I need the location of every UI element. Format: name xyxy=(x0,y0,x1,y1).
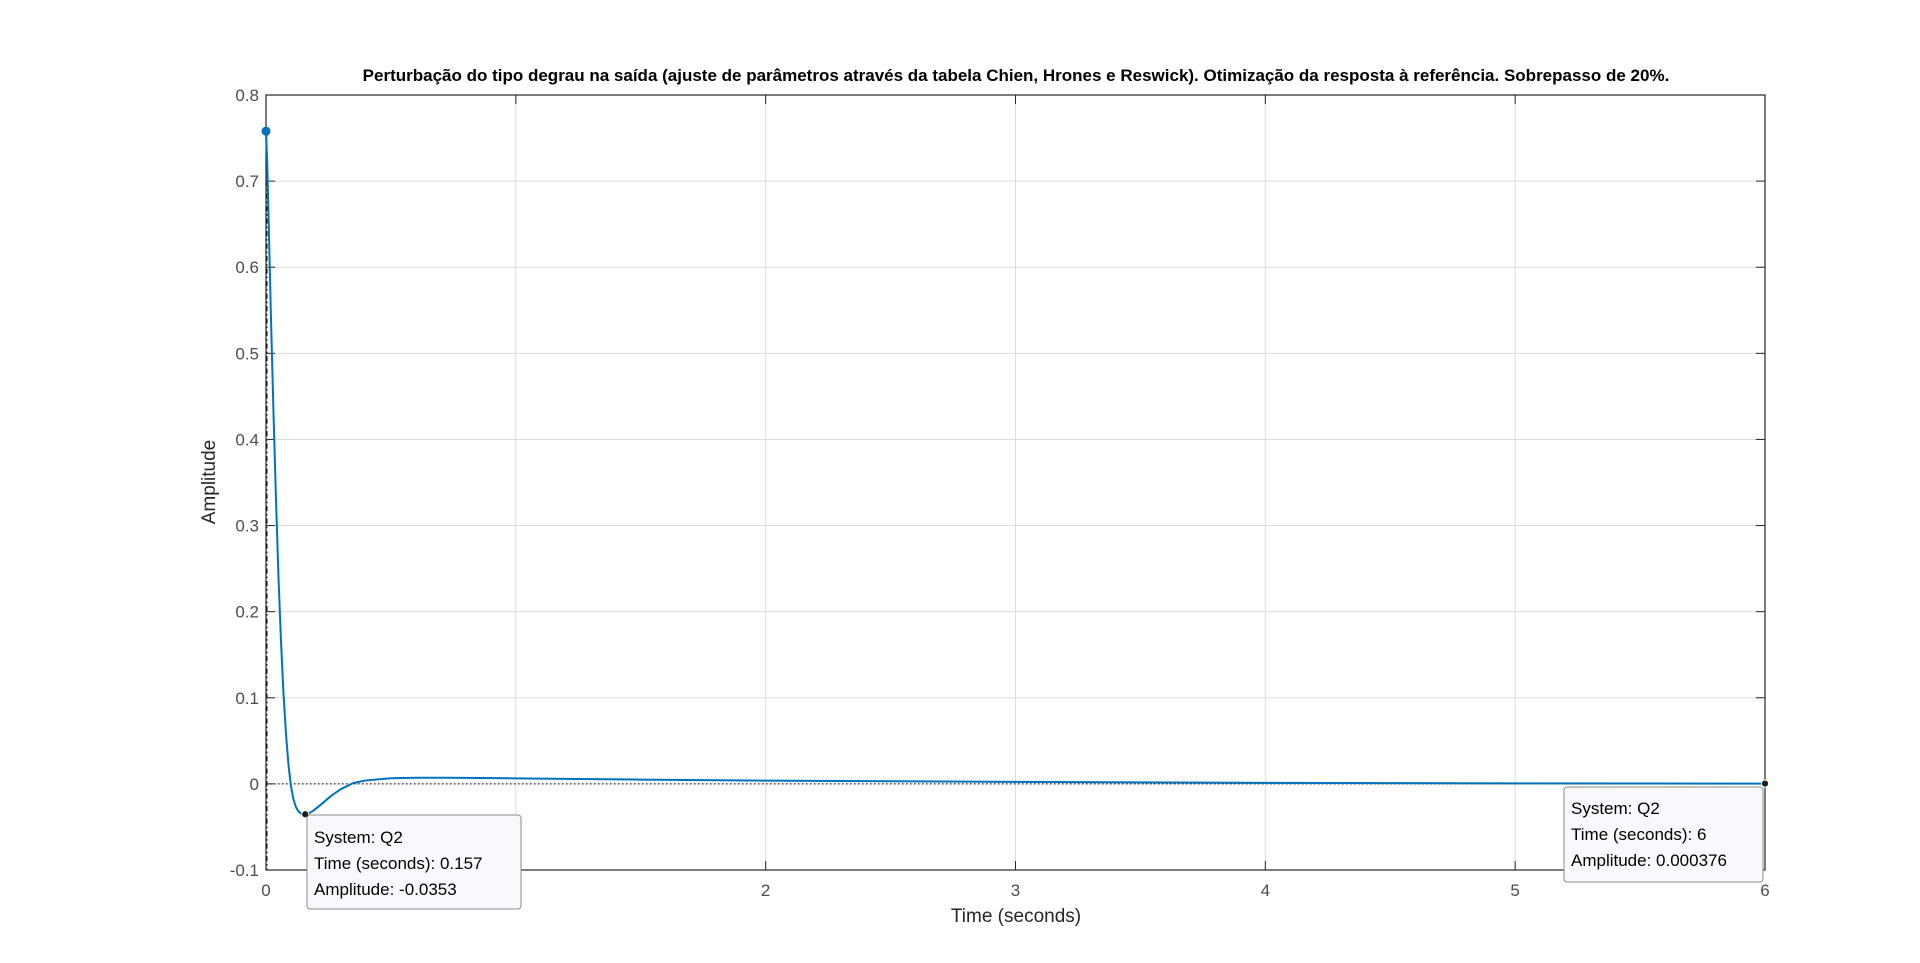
plot-area: 0 2 3 4 5 6-0.100.10.20.30.40.50.60.70.8 xyxy=(230,86,1770,900)
datatip-min[interactable]: System: Q2 Time (seconds): 0.157 Amplitu… xyxy=(306,814,522,910)
datatip-time: Time (seconds): 6 xyxy=(1571,825,1706,844)
marker-layer xyxy=(261,126,1769,819)
y-tick-label: -0.1 xyxy=(230,861,259,880)
y-axis-label: Amplitude xyxy=(199,440,220,525)
x-tick-label: 2 xyxy=(761,881,770,900)
datatip-system: System: Q2 xyxy=(1571,799,1660,818)
datatip-box xyxy=(1563,786,1764,883)
y-tick-label: 0.5 xyxy=(235,344,259,363)
datatip-marker[interactable] xyxy=(1761,779,1769,788)
datatip-final[interactable]: System: Q2 Time (seconds): 6 Amplitude: … xyxy=(1563,786,1764,883)
y-tick-label: 0.7 xyxy=(235,172,259,191)
axes-frame xyxy=(265,94,1766,871)
y-tick-label: 0.6 xyxy=(235,258,259,277)
datatip-system: System: Q2 xyxy=(314,828,403,847)
x-tick-label: 0 xyxy=(261,881,270,900)
datatip-amplitude: Amplitude: 0.000376 xyxy=(1571,851,1727,870)
y-tick-label: 0 xyxy=(250,775,259,794)
chart-title: Perturbação do tipo degrau na saída (aju… xyxy=(363,66,1670,85)
y-tick-label: 0.8 xyxy=(235,86,259,105)
tick-labels: 0 2 3 4 5 6-0.100.10.20.30.40.50.60.70.8 xyxy=(230,86,1770,900)
datatip-amplitude: Amplitude: -0.0353 xyxy=(314,880,457,899)
y-tick-label: 0.2 xyxy=(235,603,259,622)
x-tick-label: 4 xyxy=(1261,881,1270,900)
series-line-q2[interactable] xyxy=(265,131,1766,816)
series-layer xyxy=(265,131,1766,816)
datatip-box xyxy=(306,814,522,910)
peak-marker[interactable] xyxy=(261,126,271,136)
x-tick-label: 5 xyxy=(1510,881,1519,900)
x-tick-label: 3 xyxy=(1011,881,1020,900)
y-tick-label: 0.4 xyxy=(235,430,259,449)
x-tick-label: 6 xyxy=(1760,881,1769,900)
y-tick-label: 0.3 xyxy=(235,517,259,536)
y-tick-label: 0.1 xyxy=(235,689,259,708)
x-axis-label: Time (seconds) xyxy=(951,906,1081,927)
datatip-time: Time (seconds): 0.157 xyxy=(314,854,483,873)
